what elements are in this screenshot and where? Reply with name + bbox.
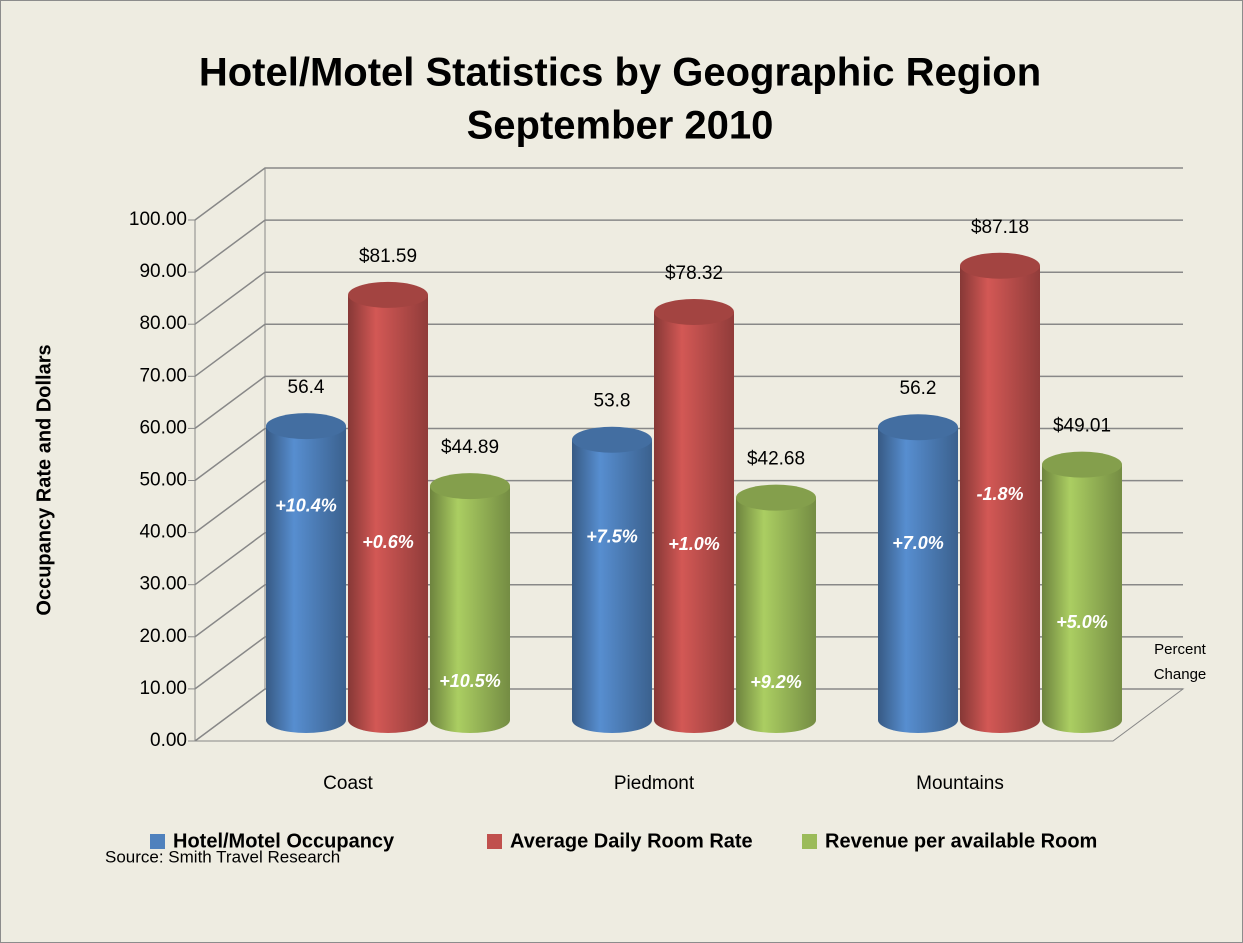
legend-swatch: [487, 834, 502, 849]
grid-line: [194, 323, 1183, 377]
grid-line: [194, 167, 1183, 221]
bar: [878, 414, 958, 733]
bar-top: [960, 252, 1040, 279]
data-label: 56.4: [288, 377, 325, 398]
y-axis-label: Occupancy Rate and Dollars: [33, 344, 55, 615]
bar-body: [654, 311, 734, 733]
grid-line: [194, 636, 1183, 690]
chart-title: September 2010: [467, 104, 774, 148]
y-tick-label: 80.00: [139, 313, 187, 334]
grid-line: [194, 219, 1183, 273]
legend-label: Average Daily Room Rate: [510, 830, 753, 852]
bar: [430, 473, 510, 733]
grid-line: [194, 271, 1183, 325]
bar-top: [348, 281, 428, 308]
annotation: Change: [1154, 666, 1207, 683]
y-tick-label: 60.00: [139, 417, 187, 438]
bar-body: [960, 265, 1040, 733]
data-label: $87.18: [971, 217, 1029, 238]
grid-line: [194, 375, 1183, 430]
grid-line: [194, 479, 1183, 534]
grid-line: [194, 688, 1183, 742]
y-tick-label: 30.00: [139, 574, 187, 595]
x-tick-label: Piedmont: [614, 773, 695, 794]
source: Source: Smith Travel Research: [105, 847, 340, 866]
bar-body: [572, 439, 652, 733]
chart-title: Hotel/Motel Statistics by Geographic Reg…: [199, 51, 1041, 95]
y-tick-label: 100.00: [129, 209, 187, 230]
grid-line: [194, 531, 1183, 586]
bar: [736, 484, 816, 733]
data-label: $78.32: [665, 263, 723, 284]
bar: [266, 413, 346, 733]
x-tick-label: Coast: [323, 773, 373, 794]
bar-top: [572, 426, 652, 453]
change-label: +5.0%: [1056, 612, 1108, 632]
change-label: +0.6%: [362, 532, 414, 552]
data-label: $49.01: [1053, 416, 1111, 437]
bar-top: [654, 298, 734, 325]
bar-body: [878, 427, 958, 733]
bar-body: [348, 294, 428, 733]
bar-body: [266, 426, 346, 733]
bar-top: [736, 484, 816, 511]
legend-swatch: [802, 834, 817, 849]
bar-top: [430, 473, 510, 500]
change-label: +9.2%: [750, 672, 802, 692]
bar: [572, 426, 652, 733]
change-label: +7.5%: [586, 527, 638, 547]
bar: [1042, 451, 1122, 733]
change-label: +7.0%: [892, 533, 944, 553]
bar-top: [266, 413, 346, 440]
legend-swatch: [150, 834, 165, 849]
y-tick-label: 0.00: [150, 730, 187, 751]
y-tick-label: 20.00: [139, 626, 187, 647]
y-tick-label: 70.00: [139, 365, 187, 386]
bar-body: [736, 497, 816, 733]
change-label: -1.8%: [976, 484, 1023, 504]
grid-line: [194, 584, 1183, 638]
y-tick-label: 10.00: [139, 678, 187, 699]
data-label: 53.8: [594, 391, 631, 412]
legend-label: Revenue per available Room: [825, 830, 1097, 852]
legend-label: Hotel/Motel Occupancy: [173, 830, 395, 852]
data-label: $81.59: [359, 246, 417, 267]
data-label: $42.68: [747, 449, 805, 470]
bar: [654, 298, 734, 733]
bar: [960, 252, 1040, 733]
grid-line: [194, 427, 1183, 482]
change-label: +1.0%: [668, 534, 720, 554]
bar: [348, 281, 428, 733]
change-label: +10.4%: [275, 496, 337, 516]
data-label: $44.89: [441, 437, 499, 458]
y-tick-label: 90.00: [139, 261, 187, 282]
y-tick-label: 40.00: [139, 522, 187, 543]
bar-top: [1042, 451, 1122, 478]
x-tick-label: Mountains: [916, 773, 1004, 794]
bar-top: [878, 414, 958, 441]
change-label: +10.5%: [439, 671, 501, 691]
data-label: 56.2: [900, 378, 937, 399]
y-tick-label: 50.00: [139, 470, 187, 491]
annotation: Percent: [1154, 641, 1207, 658]
bar-body: [1042, 464, 1122, 733]
bar-body: [430, 486, 510, 733]
